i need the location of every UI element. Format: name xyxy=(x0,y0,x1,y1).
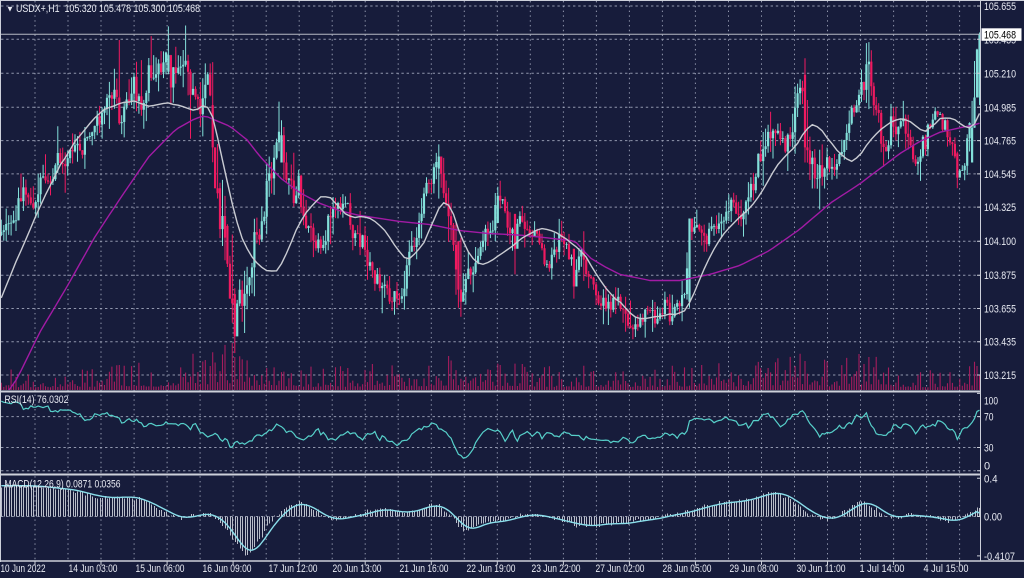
svg-text:100: 100 xyxy=(984,395,998,407)
svg-text:105.655: 105.655 xyxy=(984,1,1016,13)
svg-text:104.765: 104.765 xyxy=(984,136,1016,148)
svg-text:105.468: 105.468 xyxy=(984,30,1016,42)
svg-text:10 Jun 2022: 10 Jun 2022 xyxy=(1,563,46,575)
svg-text:103.655: 103.655 xyxy=(984,304,1016,316)
svg-text:4 Jul 15:00: 4 Jul 15:00 xyxy=(924,563,969,575)
svg-text:14 Jun 03:00: 14 Jun 03:00 xyxy=(69,563,118,575)
svg-text:15 Jun 06:00: 15 Jun 06:00 xyxy=(136,563,185,575)
svg-text:USDX+,H1 105.320 105.478 105.: USDX+,H1 105.320 105.478 105.300 105.468 xyxy=(16,3,200,15)
svg-text:27 Jun 02:00: 27 Jun 02:00 xyxy=(596,563,645,575)
svg-text:70: 70 xyxy=(984,412,994,424)
svg-text:0.00: 0.00 xyxy=(984,512,1002,524)
svg-text:103.435: 103.435 xyxy=(984,337,1016,349)
svg-text:21 Jun 16:00: 21 Jun 16:00 xyxy=(400,563,449,575)
svg-text:29 Jun 08:00: 29 Jun 08:00 xyxy=(730,563,779,575)
svg-text:17 Jun 12:00: 17 Jun 12:00 xyxy=(269,563,318,575)
svg-text:104.545: 104.545 xyxy=(984,169,1016,181)
svg-text:0: 0 xyxy=(984,461,990,473)
svg-text:16 Jun 09:00: 16 Jun 09:00 xyxy=(203,563,252,575)
svg-text:23 Jun 22:00: 23 Jun 22:00 xyxy=(532,563,581,575)
svg-text:103.215: 103.215 xyxy=(984,370,1016,382)
svg-text:0.4: 0.4 xyxy=(984,473,998,485)
svg-text:105.210: 105.210 xyxy=(984,68,1016,80)
svg-text:MACD(12,26,9) 0.0871 0.0356: MACD(12,26,9) 0.0871 0.0356 xyxy=(5,479,121,491)
svg-text:22 Jun 19:00: 22 Jun 19:00 xyxy=(467,563,516,575)
svg-text:30: 30 xyxy=(984,443,994,455)
svg-text:28 Jun 05:00: 28 Jun 05:00 xyxy=(663,563,712,575)
svg-text:RSI(14) 76.0302: RSI(14) 76.0302 xyxy=(5,394,69,406)
svg-text:103.875: 103.875 xyxy=(984,270,1016,282)
svg-text:1 Jul 14:00: 1 Jul 14:00 xyxy=(860,563,905,575)
svg-text:104.100: 104.100 xyxy=(984,236,1016,248)
svg-text:20 Jun 13:00: 20 Jun 13:00 xyxy=(333,563,382,575)
svg-text:104.985: 104.985 xyxy=(984,102,1016,114)
svg-text:30 Jun 11:00: 30 Jun 11:00 xyxy=(797,563,846,575)
svg-text:104.325: 104.325 xyxy=(984,202,1016,214)
svg-text:▼: ▼ xyxy=(6,5,14,14)
svg-text:-0.4107: -0.4107 xyxy=(984,551,1015,563)
